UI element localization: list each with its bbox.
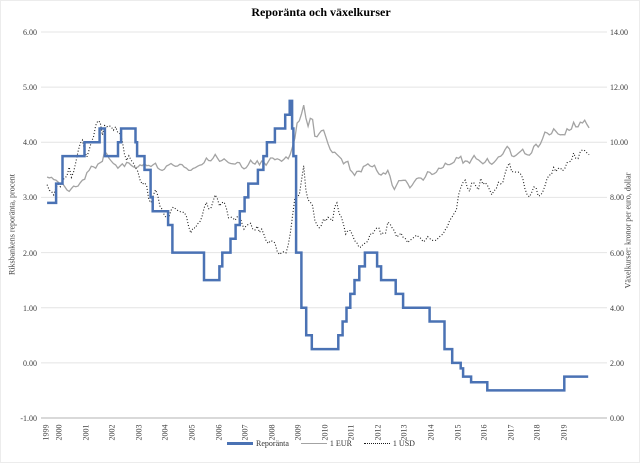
- y-axis-left-title: Riksbankens reporänta, procent: [7, 173, 17, 276]
- y-axis-right-tick: 2.00: [610, 358, 624, 368]
- y-axis-left-tick: 4.00: [23, 138, 37, 148]
- usd-line-swatch: [363, 443, 390, 444]
- y-axis-right-tick: 14.00: [610, 28, 628, 37]
- x-axis-tick: 2008: [267, 424, 277, 441]
- x-axis-tick: 2015: [453, 424, 463, 441]
- series-reporanta-line: [47, 99, 589, 392]
- legend-label-eur: 1 EUR: [329, 439, 352, 448]
- y-axis-right-tick: 12.00: [610, 83, 628, 93]
- legend: Reporänta 1 EUR 1 USD: [1, 439, 639, 448]
- y-axis-right-title: Växelkurser: kronor per euro, dollar: [623, 172, 633, 289]
- legend-label-usd: 1 USD: [392, 439, 415, 448]
- x-axis-tick: 2014: [426, 424, 436, 441]
- series-eur-line: [46, 104, 590, 193]
- x-axis-tick: 2009: [293, 424, 303, 441]
- x-axis-tick: 2019: [559, 424, 569, 441]
- y-axis-right-tick: 0.00: [610, 414, 624, 423]
- x-axis-tick: 2001: [81, 424, 91, 441]
- x-axis-tick: 2016: [479, 424, 489, 441]
- x-axis-tick: 2010: [320, 424, 330, 441]
- y-axis-right-tick: 6.00: [610, 248, 624, 258]
- legend-label-reporanta: Reporänta: [256, 439, 289, 448]
- y-axis-left-tick: 6.00: [23, 28, 37, 37]
- series-usd-line: [46, 120, 590, 256]
- y-axis-right-tick: 10.00: [610, 138, 628, 148]
- x-axis-tick: 2018: [532, 424, 542, 441]
- x-axis-tick: 2000: [54, 424, 64, 441]
- y-axis-left-tick: 1.00: [23, 303, 37, 313]
- x-axis-tick: 2013: [399, 424, 409, 441]
- y-axis-left-tick: -1.00: [20, 414, 37, 423]
- repo-line-swatch: [227, 442, 254, 445]
- x-axis-tick: 2005: [187, 424, 197, 441]
- y-axis-left-tick: 5.00: [23, 83, 37, 93]
- x-axis-tick: 2007: [240, 424, 250, 441]
- x-axis-tick: 2003: [134, 424, 144, 441]
- y-axis-left-tick: 3.00: [23, 193, 37, 203]
- legend-item-reporanta: Reporänta: [227, 439, 289, 448]
- y-axis-left-tick: 0.00: [23, 358, 37, 368]
- x-axis-tick: 1999: [41, 424, 51, 441]
- x-axis-tick: 2002: [107, 424, 117, 441]
- legend-item-eur: 1 EUR: [300, 439, 352, 448]
- x-axis-tick: 2012: [373, 424, 383, 441]
- y-axis-right-tick: 8.00: [610, 193, 624, 203]
- eur-line-swatch: [300, 443, 327, 444]
- x-axis-tick: 2017: [506, 424, 516, 441]
- y-axis-right-tick: 4.00: [610, 303, 624, 313]
- legend-item-usd: 1 USD: [363, 439, 415, 448]
- x-axis-tick: 2004: [160, 424, 170, 441]
- x-axis-tick: 2006: [214, 424, 224, 441]
- chart-title: Reporänta och växelkurser: [251, 5, 391, 19]
- x-axis-tick: 2011: [346, 424, 356, 441]
- y-axis-left-tick: 2.00: [23, 248, 37, 258]
